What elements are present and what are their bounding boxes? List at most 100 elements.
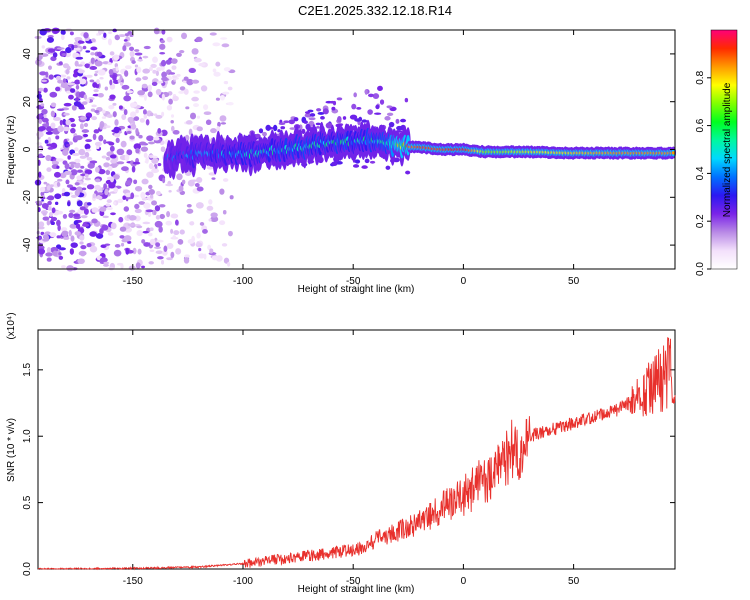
noise-cell: [48, 65, 52, 70]
colorbar-tick-label: 0.2: [695, 214, 706, 228]
noise-cell: [190, 179, 198, 182]
noise-cell: [210, 128, 217, 134]
scatter-cell: [278, 122, 286, 126]
noise-cell: [40, 79, 48, 83]
noise-cell: [131, 60, 136, 64]
noise-cell: [189, 112, 197, 120]
noise-cell: [94, 178, 101, 183]
noise-cell: [37, 87, 44, 92]
noise-cell: [73, 213, 81, 217]
scatter-cell: [369, 160, 376, 164]
noise-cell: [46, 143, 54, 147]
noise-cell: [47, 48, 56, 53]
noise-cell: [220, 37, 228, 40]
noise-cell: [91, 104, 97, 108]
noise-cell: [179, 50, 185, 54]
noise-cell: [56, 219, 61, 227]
noise-cell: [128, 265, 136, 271]
noise-cell: [91, 38, 96, 43]
noise-cell: [176, 52, 182, 58]
noise-cell: [65, 47, 72, 54]
noise-cell: [49, 184, 54, 188]
noise-cell: [148, 261, 154, 265]
noise-cell: [166, 257, 173, 261]
noise-cell: [178, 90, 185, 94]
noise-cell: [102, 215, 109, 219]
noise-cell: [62, 236, 70, 240]
noise-cell: [202, 228, 208, 234]
noise-cell: [94, 184, 101, 191]
noise-cell: [165, 220, 173, 226]
spectrogram-ytick-label: -40: [22, 237, 33, 252]
noise-cell: [106, 114, 113, 118]
noise-cell: [84, 143, 91, 150]
noise-cell: [74, 189, 80, 197]
noise-cell: [112, 111, 117, 118]
noise-cell: [141, 239, 146, 244]
scatter-cell: [385, 165, 391, 170]
noise-cell: [81, 182, 88, 186]
noise-cell: [83, 122, 89, 128]
noise-cell: [85, 148, 92, 152]
noise-cell: [159, 43, 166, 50]
noise-cell: [57, 178, 63, 182]
noise-cell: [155, 70, 159, 77]
scatter-cell: [395, 118, 400, 124]
noise-cell: [145, 209, 154, 213]
noise-cell: [123, 95, 132, 102]
noise-cell: [97, 69, 106, 76]
noise-cell: [79, 234, 85, 241]
noise-cell: [84, 63, 90, 69]
noise-cell: [48, 74, 54, 80]
noise-cell: [151, 81, 158, 87]
noise-cell: [66, 184, 73, 188]
noise-cell: [135, 128, 139, 135]
noise-cell: [96, 192, 104, 196]
noise-cell: [62, 118, 67, 126]
noise-cell: [90, 46, 98, 51]
noise-cell: [78, 148, 86, 156]
noise-cell: [222, 91, 230, 95]
noise-cell: [38, 126, 47, 131]
noise-cell: [56, 181, 61, 187]
noise-cell: [122, 45, 127, 52]
scatter-cell: [404, 97, 409, 103]
noise-cell: [152, 69, 157, 74]
noise-cell: [46, 167, 52, 172]
scatter-cell: [315, 122, 321, 126]
noise-cell: [170, 120, 174, 124]
noise-cell: [157, 128, 162, 134]
noise-cell: [104, 86, 109, 91]
colorbar: 0.0 0.2 0.4 0.6 0.8 Normalized spectral ampl…: [695, 29, 738, 276]
noise-cell: [127, 116, 134, 123]
noise-cell: [60, 29, 66, 36]
noise-cell: [130, 160, 134, 166]
noise-cell: [70, 169, 78, 176]
noise-cell: [60, 81, 69, 89]
noise-cell: [140, 146, 149, 152]
noise-cell: [229, 195, 234, 200]
noise-cell: [125, 248, 130, 255]
noise-cell: [72, 152, 80, 157]
scatter-cell: [305, 123, 311, 131]
noise-cell: [46, 219, 51, 226]
noise-cell: [55, 158, 64, 162]
noise-cell: [82, 223, 90, 227]
noise-cell: [138, 134, 143, 139]
noise-cell: [215, 255, 223, 262]
scatter-cell: [293, 117, 299, 122]
noise-cell: [116, 148, 125, 156]
noise-cell: [109, 176, 114, 183]
noise-cell: [219, 220, 226, 226]
noise-cell: [77, 40, 83, 44]
noise-cell: [117, 78, 121, 84]
noise-cell: [194, 182, 200, 188]
noise-cell: [154, 246, 162, 250]
noise-cell: [57, 125, 64, 133]
scatter-cell: [349, 114, 358, 120]
scatter-cell: [331, 161, 338, 167]
noise-cell: [153, 136, 160, 141]
noise-cell: [42, 216, 50, 221]
noise-cell: [81, 101, 88, 105]
noise-cell: [220, 94, 225, 101]
